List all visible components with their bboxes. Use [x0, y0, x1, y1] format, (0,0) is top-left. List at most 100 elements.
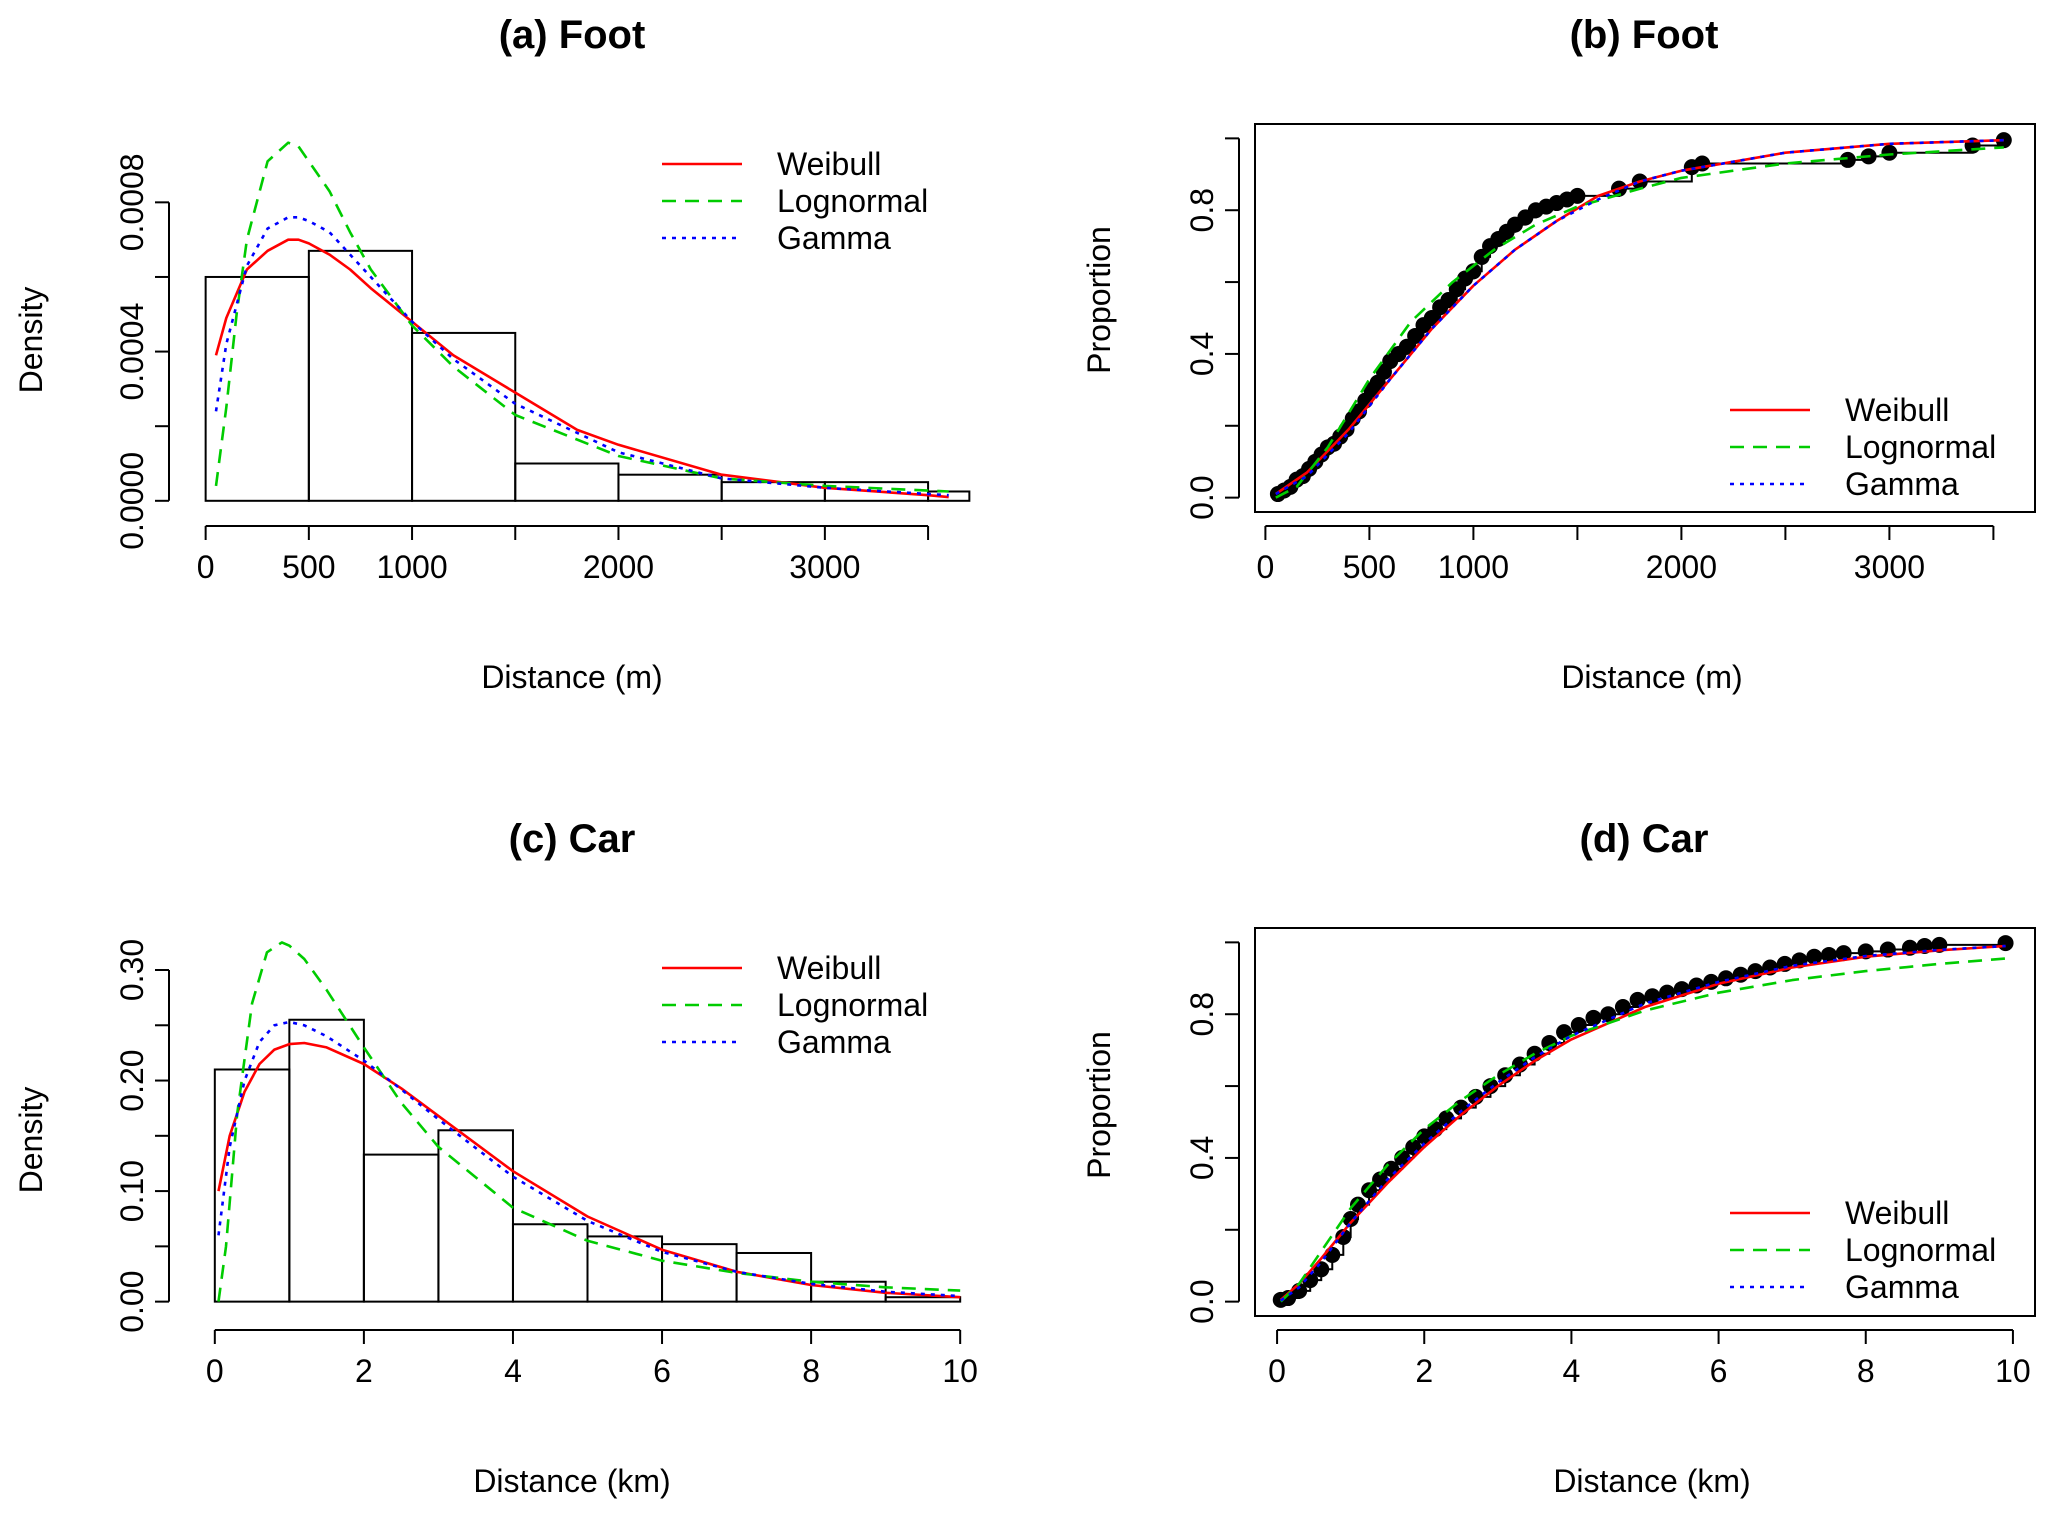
- panel-d-empirical-point-16: [1438, 1110, 1455, 1127]
- panel-d-y-tick-label-0: 0.0: [1184, 1279, 1220, 1323]
- panel-a-x-tick-label-3: 2000: [583, 549, 654, 585]
- panel-d-empirical-point-43: [1835, 945, 1852, 962]
- panel-c-legend-label-weibull: Weibull: [777, 950, 881, 986]
- panel-d-empirical-point-49: [1997, 935, 2014, 952]
- panel-c-curve-gamma: [217, 1020, 961, 1298]
- panel-d-empirical-point-10: [1372, 1171, 1389, 1188]
- panel-c-histogram-bar-5: [586, 1235, 664, 1303]
- panel-d-empirical-point-26: [1585, 1009, 1602, 1026]
- panel-d-empirical-point-42: [1820, 946, 1837, 963]
- panel-a-x-tick-label-4: 3000: [789, 549, 860, 585]
- panel-d-empirical-point-7: [1342, 1211, 1359, 1227]
- panel-d-curve-gamma: [1280, 944, 2006, 1302]
- panel-a-curve-weibull: [214, 238, 949, 499]
- panel-b-empirical-point-28: [1465, 263, 1482, 280]
- panel-d-x-tick-label-0: 0: [1268, 1353, 1286, 1389]
- panel-c-x-tick-label-1: 2: [355, 1353, 373, 1389]
- panel-b-empirical-point-26: [1448, 281, 1465, 298]
- panel-b-frame: [1254, 123, 2036, 513]
- panel-c-y-tick-label-0: 0.00: [114, 1270, 150, 1332]
- panel-c-histogram-bar-9: [884, 1296, 962, 1303]
- panel-b-x-tick-label-3: 2000: [1646, 549, 1717, 585]
- panel-d-empirical-point-25: [1570, 1017, 1587, 1033]
- panel-c-legend-label-gamma: Gamma: [777, 1024, 891, 1060]
- panel-a-ylabel: Density: [13, 287, 49, 394]
- panel-d-frame: [1254, 927, 2036, 1317]
- panel-b-title: (b) Foot: [1570, 13, 1719, 57]
- panel-d-x-tick-label-2: 4: [1563, 1353, 1581, 1389]
- panel-c-x-tick-label-4: 8: [802, 1353, 820, 1389]
- panel-d-empirical-point-41: [1806, 948, 1823, 965]
- panel-c-title: (c) Car: [509, 817, 636, 861]
- panel-a-legend-label-lognormal: Lognormal: [777, 183, 928, 219]
- panel-a-histogram-bar-4: [617, 473, 723, 502]
- panel-a-curve-lognormal: [214, 141, 949, 493]
- panel-a-x-tick-label-0: 0: [197, 549, 215, 585]
- panel-b-ylabel: Proportion: [1081, 226, 1117, 374]
- panel-d-empirical-point-6: [1335, 1228, 1352, 1245]
- panel-d-car-cdf: (d) Car Distance (km) Proportion 0 2 4 6 8 10…: [1081, 817, 2036, 1499]
- panel-a-histogram-bar-2: [411, 331, 517, 502]
- panel-b-curve-lognormal: [1275, 146, 2004, 499]
- panel-c-histogram-bar-2: [362, 1153, 440, 1303]
- panel-d-x-tick-label-5: 10: [1995, 1353, 2031, 1389]
- panel-d-empirical-point-30: [1644, 988, 1661, 1005]
- panel-b-empirical-point-29: [1473, 248, 1490, 265]
- panel-d-x-tick-label-3: 6: [1710, 1353, 1728, 1389]
- panel-a-histogram-bar-0: [204, 275, 310, 502]
- panel-a-y-tick-label-2: 0.0004: [114, 303, 150, 401]
- panel-c-curve-weibull: [217, 1041, 961, 1299]
- panel-b-empirical-point-25: [1440, 292, 1457, 309]
- panel-d-ylabel: Proportion: [1081, 1031, 1117, 1179]
- panel-d-legend-label-gamma: Gamma: [1845, 1269, 1959, 1305]
- panel-b-y-tick-label-4: 0.8: [1184, 188, 1220, 232]
- panel-b-x-tick-label-0: 0: [1257, 549, 1275, 585]
- panel-c-x-tick-label-0: 0: [206, 1353, 224, 1389]
- panel-a-legend-label-weibull: Weibull: [777, 146, 881, 182]
- panel-b-legend-label-weibull: Weibull: [1845, 392, 1949, 428]
- panel-b-empirical-point-39: [1569, 187, 1586, 204]
- panel-b-legend-label-lognormal: Lognormal: [1845, 429, 1996, 465]
- panel-b-y-tick-label-0: 0.0: [1184, 475, 1220, 519]
- panel-d-y-tick-label-2: 0.4: [1184, 1136, 1220, 1180]
- panel-d-x-tick-label-4: 8: [1857, 1353, 1875, 1389]
- panel-a-title: (a) Foot: [499, 13, 646, 57]
- panel-c-x-tick-label-2: 4: [504, 1353, 522, 1389]
- panel-a-legend-label-gamma: Gamma: [777, 220, 891, 256]
- panel-c-x-tick-label-3: 6: [653, 1353, 671, 1389]
- panel-c-y-tick-label-4: 0.20: [114, 1049, 150, 1111]
- panel-a-histogram-bar-1: [307, 249, 414, 502]
- panel-b-empirical-point-46: [1881, 144, 1898, 161]
- panel-a-x-tick-label-1: 500: [282, 549, 335, 585]
- panel-c-histogram-bar-1: [288, 1018, 365, 1303]
- panel-c-histogram-bar-7: [735, 1251, 813, 1303]
- panel-d-legend-label-weibull: Weibull: [1845, 1195, 1949, 1231]
- panel-d-x-tick-label-1: 2: [1415, 1353, 1433, 1389]
- panel-b-y-tick-label-2: 0.4: [1184, 332, 1220, 376]
- panel-b-legend-label-gamma: Gamma: [1845, 466, 1959, 502]
- panel-b-xlabel: Distance (m): [1561, 659, 1742, 695]
- panel-c-legend-label-lognormal: Lognormal: [777, 987, 928, 1023]
- panel-b-x-tick-label-1: 500: [1343, 549, 1396, 585]
- panel-b-x-tick-label-4: 3000: [1854, 549, 1925, 585]
- panel-c-car-histogram: (c) Car Distance (km) Density 0 2 4 6 8 10 0.0…: [13, 817, 978, 1499]
- panel-a-y-tick-label-0: 0.0000: [114, 452, 150, 550]
- panel-c-xlabel: Distance (km): [473, 1463, 670, 1499]
- panel-d-empirical-point-23: [1541, 1034, 1558, 1051]
- panel-b-curve-weibull: [1275, 138, 2004, 496]
- panel-c-x-tick-label-5: 10: [942, 1353, 978, 1389]
- panel-b-x-tick-label-2: 1000: [1438, 549, 1509, 585]
- panel-a-xlabel: Distance (m): [481, 659, 662, 695]
- panel-b-empirical-point-48: [1995, 132, 2012, 149]
- panel-d-empirical-point-28: [1614, 999, 1631, 1016]
- panel-a-y-tick-label-4: 0.0008: [114, 153, 150, 251]
- panel-c-y-tick-label-2: 0.10: [114, 1160, 150, 1222]
- panel-c-curve-lognormal: [217, 941, 961, 1302]
- panel-b-empirical-point-20: [1398, 338, 1415, 355]
- panel-a-histogram-bar-3: [514, 462, 620, 502]
- panel-a-curve-gamma: [214, 216, 949, 497]
- panel-d-title: (d) Car: [1580, 817, 1709, 861]
- panel-d-legend-label-lognormal: Lognormal: [1845, 1232, 1996, 1268]
